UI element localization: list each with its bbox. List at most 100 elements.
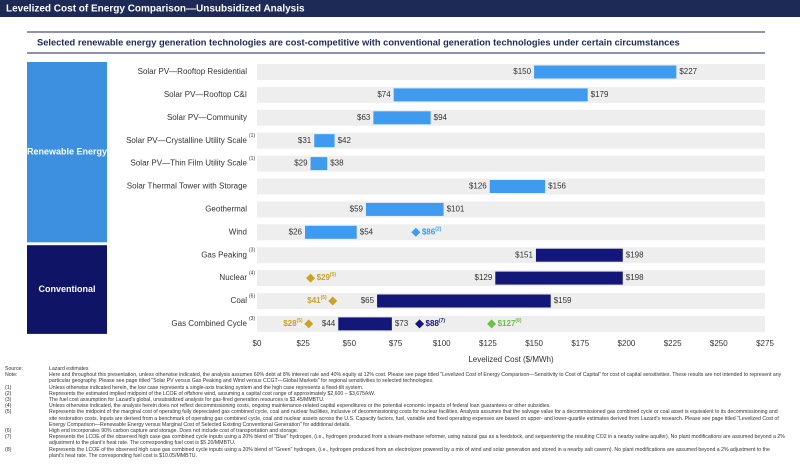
footnote-text: The fuel cost assumption for Lazard's gl… [49, 397, 325, 404]
low-label: $65 [361, 296, 375, 305]
marker-note: (5) [330, 272, 336, 278]
row-band [257, 247, 765, 264]
category-label: Solar PV—Thin Film Utility Scale [131, 159, 248, 168]
high-label: $227 [679, 67, 697, 76]
low-label: $59 [350, 205, 364, 214]
marker-label: $28(5) [283, 318, 303, 328]
footnote: Source: Lazard estimates [5, 366, 785, 372]
marker-value-label: $127 [498, 319, 516, 328]
marker [487, 319, 497, 329]
high-label: $73 [395, 319, 409, 328]
range-bar [534, 65, 677, 79]
row-band [257, 132, 765, 149]
range-bar [489, 180, 546, 193]
low-label: $29 [294, 159, 308, 168]
marker [304, 319, 314, 329]
x-tick-label: $225 [664, 339, 682, 348]
x-tick-label: $150 [525, 339, 543, 348]
category-note: (1) [249, 133, 255, 139]
category-note: (1) [249, 156, 255, 162]
category-label: Solar PV—Community [167, 113, 247, 122]
low-label: $126 [469, 182, 487, 191]
category-note: (6) [249, 293, 255, 299]
category-note: (3) [249, 316, 255, 322]
footnote-mark: (2) [5, 390, 12, 397]
marker-note: (5) [321, 295, 327, 301]
range-bar [305, 225, 357, 239]
marker-label: $86(2) [422, 227, 442, 237]
footnotes: Source: Lazard estimates Note: Here and thr… [5, 366, 785, 459]
footnote: (8) Represents the LCOE of the observed h… [5, 447, 785, 459]
high-label: $42 [338, 136, 352, 145]
footnote-text: Represents the midpoint of the marginal … [49, 409, 779, 428]
footnote-text: Represents the LCOE of the observed high… [49, 434, 785, 447]
marker-value-label: $88 [426, 319, 440, 328]
range-bar [310, 157, 328, 171]
footnote-text: Represents the LCOE of the observed high… [49, 446, 770, 459]
x-tick-label: $75 [389, 339, 403, 348]
x-tick-label: $200 [618, 339, 636, 348]
x-tick-label: $175 [571, 339, 589, 348]
footnote-text: Represents the estimated implied midpoin… [49, 390, 376, 397]
footnote-mark: Note: [5, 372, 18, 379]
marker-note: (5) [297, 318, 303, 324]
group-box [27, 245, 107, 334]
category-label: Wind [229, 227, 247, 236]
category-note: (3) [249, 248, 255, 254]
high-label: $54 [360, 227, 374, 236]
category-label: Solar Thermal Tower with Storage [127, 182, 248, 191]
footnote-mark: (5) [5, 409, 12, 416]
footnote-mark: (1) [5, 384, 12, 391]
marker [328, 296, 338, 306]
x-tick-label: $50 [343, 339, 357, 348]
category-label: Solar PV—Rooftop Residential [138, 67, 248, 76]
low-label: $150 [513, 67, 531, 76]
high-label: $94 [434, 113, 448, 122]
row-band [257, 109, 765, 126]
footnote: (6) High end incorporates 90% carbon capt… [5, 428, 785, 434]
high-label: $38 [330, 159, 344, 168]
marker-value-label: $41 [307, 296, 321, 305]
range-bar [365, 202, 444, 216]
low-label: $44 [322, 319, 336, 328]
range-bar [373, 111, 431, 125]
footnote-mark: Source: [5, 366, 23, 372]
marker-value-label: $29 [317, 273, 331, 282]
footnote: (5) Represents the midpoint of the margin… [5, 409, 785, 428]
marker-label: $127(8) [498, 318, 522, 328]
high-label: $159 [554, 296, 572, 305]
footnote-text: Here and throughout this presentation, u… [49, 372, 782, 385]
low-label: $31 [298, 136, 312, 145]
footnote-mark: (7) [5, 434, 12, 441]
footnote-mark: (8) [5, 446, 12, 453]
footnote-text: Lazard estimates [49, 366, 89, 372]
x-tick-label: $275 [756, 339, 774, 348]
low-label: $129 [475, 273, 493, 282]
marker [411, 227, 421, 237]
high-label: $156 [548, 182, 566, 191]
high-label: $198 [626, 273, 644, 282]
footnote-mark: (4) [5, 403, 12, 410]
category-label: Gas Peaking [201, 250, 247, 259]
row-band [257, 201, 765, 218]
group-label: Renewable Energy [27, 147, 107, 157]
range-bar [535, 248, 623, 262]
footnote: (2) Represents the estimated implied midp… [5, 391, 785, 397]
category-label: Coal [231, 296, 248, 305]
marker [415, 319, 425, 329]
group-box [27, 62, 107, 243]
category-label: Solar PV—Rooftop C&I [164, 90, 247, 99]
category-label: Nuclear [219, 273, 247, 282]
x-tick-label: $0 [253, 339, 262, 348]
marker-note: (2) [435, 227, 441, 233]
low-label: $26 [289, 227, 303, 236]
category-label: Gas Combined Cycle [171, 319, 247, 328]
footnote: (1) Unless otherwise indicated herein, th… [5, 385, 785, 391]
footnote-mark: (6) [5, 428, 12, 435]
x-tick-label: $250 [710, 339, 728, 348]
footnote-text: High end incorporates 90% carbon capture… [49, 428, 299, 435]
footnote: (7) Represents the LCOE of the observed h… [5, 434, 785, 446]
marker-note: (8) [515, 318, 521, 324]
chart: Levelized Cost of Energy Comparison—Unsu… [0, 0, 800, 364]
